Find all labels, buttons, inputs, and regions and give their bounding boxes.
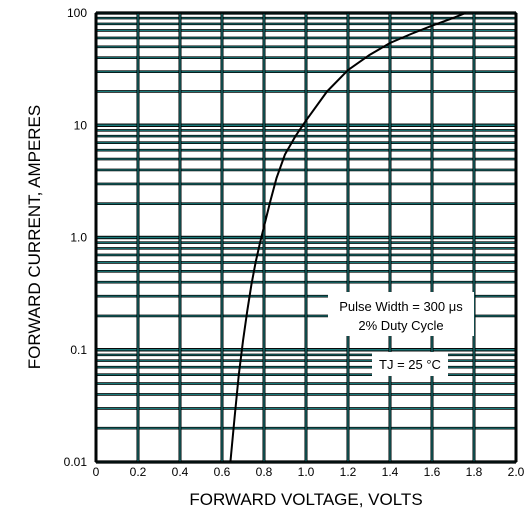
- x-tick-label: 2.0: [508, 465, 525, 479]
- x-tick-label: 0.2: [130, 465, 147, 479]
- duty-cycle-label: 2% Duty Cycle: [358, 318, 443, 333]
- x-tick-label: 1.4: [382, 465, 399, 479]
- y-axis-title: FORWARD CURRENT, AMPERES: [25, 105, 44, 369]
- y-tick-label: 1.0: [70, 231, 87, 245]
- y-tick-label: 100: [67, 6, 87, 20]
- x-tick-label: 1.8: [466, 465, 483, 479]
- temperature-label: TJ = 25 °C: [379, 357, 441, 372]
- y-tick-label: 10: [74, 118, 88, 132]
- x-tick-label: 0: [93, 465, 100, 479]
- x-tick-label: 0.4: [172, 465, 189, 479]
- x-tick-label: 0.6: [214, 465, 231, 479]
- pulse-width-label: Pulse Width = 300 μs: [339, 299, 463, 314]
- x-axis-title: FORWARD VOLTAGE, VOLTS: [189, 490, 422, 509]
- x-tick-label: 1.0: [298, 465, 315, 479]
- x-tick-label: 0.8: [256, 465, 273, 479]
- tick-labels: 0 0.2 0.4 0.6 0.8 1.0 1.2 1.4 1.6 1.8 2.0 0.01 0.1 1.…: [64, 6, 525, 479]
- plot-border: [95, 12, 517, 463]
- x-tick-label: 1.6: [424, 465, 441, 479]
- pulse-info-box: [328, 292, 474, 336]
- series-layer: [229, 12, 466, 463]
- forward-current-curve: [229, 12, 466, 463]
- temperature-box: [372, 352, 448, 376]
- plot-grid: [94, 11, 518, 464]
- y-tick-label: 0.1: [70, 343, 87, 357]
- x-tick-label: 1.2: [340, 465, 357, 479]
- y-tick-label: 0.01: [64, 455, 88, 469]
